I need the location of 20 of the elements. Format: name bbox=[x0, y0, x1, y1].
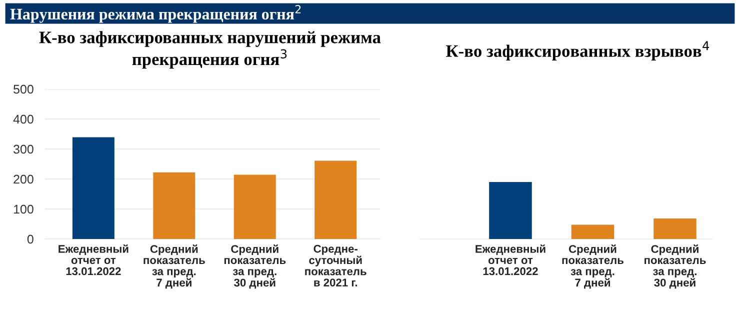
y-tick-label: 100 bbox=[14, 204, 34, 214]
chart-subtitle: К-во зафиксированных нарушений режима прекращения огня$^{3}$ bbox=[39, 31, 381, 69]
chart-title: К-во зафиксированных взрывов$^{4}$ bbox=[446, 41, 710, 60]
x-tick-label: Ежедневный отчет от 13.01.2022 bbox=[476, 244, 546, 276]
x-tick-label: Ежедневный отчет от 13.01.2022 bbox=[58, 244, 128, 276]
x-tick-label: Средне- суточный показатель в 2021 г. bbox=[305, 244, 366, 286]
bar bbox=[153, 172, 196, 239]
bar bbox=[314, 160, 357, 239]
x-tick-label: Средний показатель за пред. 30 дней bbox=[644, 244, 706, 289]
y-tick-label: 300 bbox=[14, 144, 34, 154]
x-tick-label: Средний показатель за пред. 30 дней bbox=[224, 244, 286, 289]
y-tick-label: 500 bbox=[14, 84, 34, 94]
y-tick-label: 0 bbox=[27, 234, 34, 244]
x-tick-label: Средний показатель за пред. 7 дней bbox=[562, 244, 624, 289]
chart-title: Нарушения режима прекращения огня$^{2}$ bbox=[10, 4, 301, 23]
x-tick-label: Средний показатель за пред. 7 дней bbox=[144, 244, 205, 289]
y-tick-label: 400 bbox=[13, 114, 34, 124]
bar bbox=[234, 174, 276, 239]
y-tick-label: 200 bbox=[14, 174, 34, 184]
bar bbox=[72, 137, 114, 239]
